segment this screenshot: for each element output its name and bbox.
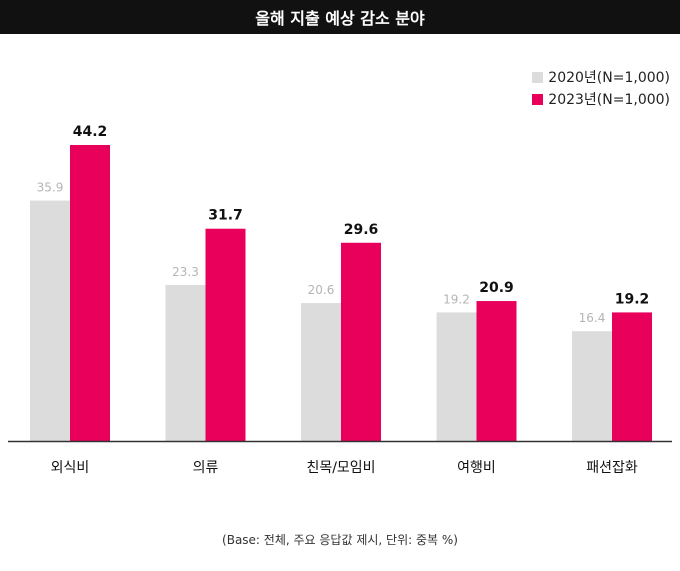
category-label-2: 의류 <box>193 460 219 476</box>
legend-entry-2023: 2023년(N=1,000) <box>532 88 670 110</box>
bar-2020-4 <box>436 312 477 441</box>
bar-2020-3 <box>301 303 341 441</box>
legend-entry-2020: 2020년(N=1,000) <box>532 66 670 88</box>
data-label-2020-5: 16.4 <box>579 311 606 325</box>
legend-swatch-2020 <box>532 71 544 83</box>
category-label-4: 여행비 <box>457 460 496 476</box>
bar-2023-1 <box>70 145 110 441</box>
bar-2023-3 <box>341 242 381 441</box>
category-label-5: 패션잡화 <box>586 460 638 476</box>
legend-label-2020: 2020년(N=1,000) <box>548 70 670 86</box>
data-label-2020-4: 19.2 <box>443 292 470 306</box>
data-label-2020-3: 20.6 <box>308 283 335 297</box>
data-label-2020-1: 35.9 <box>37 181 64 195</box>
data-label-2023-1: 44.2 <box>73 124 108 140</box>
bar-2023-2 <box>205 228 246 441</box>
data-label-2023-5: 19.2 <box>615 291 650 307</box>
bar-2020-5 <box>572 331 612 441</box>
data-label-2020-2: 23.3 <box>172 265 199 279</box>
bar-2023-4 <box>476 301 517 441</box>
chart-legend: 2020년(N=1,000) 2023년(N=1,000) <box>532 66 670 110</box>
legend-swatch-2023 <box>532 93 544 105</box>
data-label-2023-4: 20.9 <box>479 280 514 296</box>
chart-title: 올해 지출 예상 감소 분야 <box>0 0 680 34</box>
data-label-2023-3: 29.6 <box>344 222 379 238</box>
bar-2020-2 <box>165 284 206 441</box>
data-label-2023-2: 31.7 <box>208 208 243 224</box>
bar-2020-1 <box>30 200 70 441</box>
chart-footnote: (Base: 전체, 주요 응답값 제시, 단위: 중복 %) <box>222 533 458 547</box>
legend-label-2023: 2023년(N=1,000) <box>548 92 670 108</box>
bar-2023-5 <box>612 312 652 441</box>
category-label-1: 외식비 <box>51 460 90 476</box>
category-label-3: 친목/모임비 <box>306 460 375 476</box>
